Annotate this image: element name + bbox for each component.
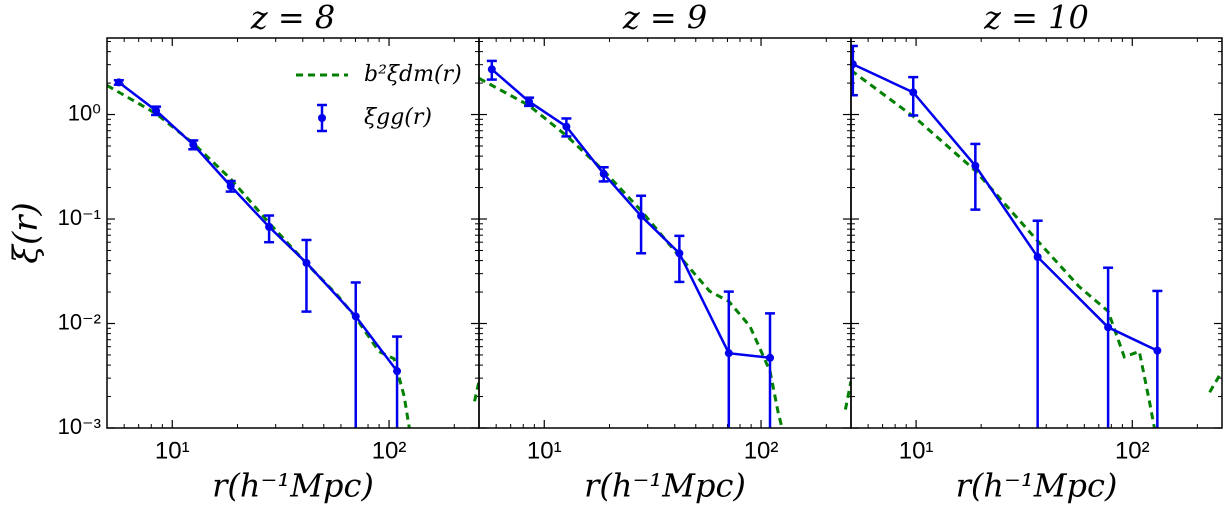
- marker: [114, 78, 123, 87]
- error-bar: [765, 312, 776, 428]
- marker: [351, 312, 360, 321]
- panel-title: z = 9: [622, 0, 707, 37]
- marker: [909, 88, 918, 97]
- legend-label: ξgg(r): [364, 105, 432, 130]
- marker: [1153, 346, 1162, 355]
- marker: [302, 258, 311, 267]
- error-bar: [636, 194, 647, 255]
- marker: [766, 353, 775, 362]
- line: [118, 81, 399, 372]
- marker: [393, 367, 402, 376]
- marker: [851, 60, 857, 69]
- plot-area: [107, 78, 479, 428]
- marker: [637, 211, 646, 220]
- marker: [562, 122, 571, 131]
- error-bar: [970, 142, 981, 211]
- marker: [675, 249, 684, 258]
- dashed-line: [479, 77, 851, 428]
- x-tick-label: 10¹: [527, 437, 562, 464]
- legend-label: b²ξdm(r): [364, 62, 462, 87]
- error-bar: [723, 290, 734, 428]
- line: [491, 68, 771, 360]
- x-axis-label: r(h⁻¹Mpc): [212, 467, 374, 505]
- y-axis-label: ξ(r): [6, 202, 46, 264]
- error-bar: [392, 335, 403, 428]
- plot-area: [479, 59, 851, 428]
- x-tick-label: 10²: [372, 437, 407, 464]
- error-bar: [851, 44, 858, 97]
- x-axis-label: r(h⁻¹Mpc): [956, 467, 1118, 505]
- error-bar: [1152, 289, 1163, 428]
- x-tick-label: 10¹: [899, 437, 934, 464]
- error-bar: [674, 234, 685, 284]
- panel-title: z = 8: [250, 0, 335, 37]
- dashed-line: [107, 84, 479, 428]
- error-bar: [350, 281, 361, 428]
- dashed-line: [851, 69, 1222, 428]
- marker: [226, 182, 235, 191]
- error-bar: [1103, 266, 1114, 428]
- x-axis-label: r(h⁻¹Mpc): [584, 467, 746, 505]
- panel-title: z = 10: [983, 0, 1089, 37]
- line: [852, 63, 1158, 352]
- y-tick-label: 10⁰: [68, 100, 101, 125]
- x-tick-label: 10²: [1115, 437, 1150, 464]
- y-tick-label: 10⁻²: [58, 309, 101, 334]
- y-tick-label: 10⁻¹: [58, 205, 101, 230]
- error-bar: [301, 238, 312, 313]
- marker: [599, 169, 608, 178]
- marker: [1104, 323, 1113, 332]
- marker: [724, 349, 733, 358]
- marker: [265, 222, 274, 231]
- x-tick-label: 10¹: [155, 437, 190, 464]
- axes-frame: [850, 37, 1223, 429]
- axes-frame: [106, 37, 480, 429]
- x-tick-label: 10²: [744, 437, 779, 464]
- axes-frame: [478, 37, 852, 429]
- plot-area: [851, 44, 1222, 428]
- marker: [525, 97, 534, 106]
- marker: [1033, 253, 1042, 262]
- marker: [971, 161, 980, 170]
- marker: [152, 106, 161, 115]
- y-tick-label: 10⁻³: [58, 414, 101, 439]
- legend-swatch: [318, 114, 326, 122]
- marker: [189, 140, 198, 149]
- marker: [487, 65, 496, 74]
